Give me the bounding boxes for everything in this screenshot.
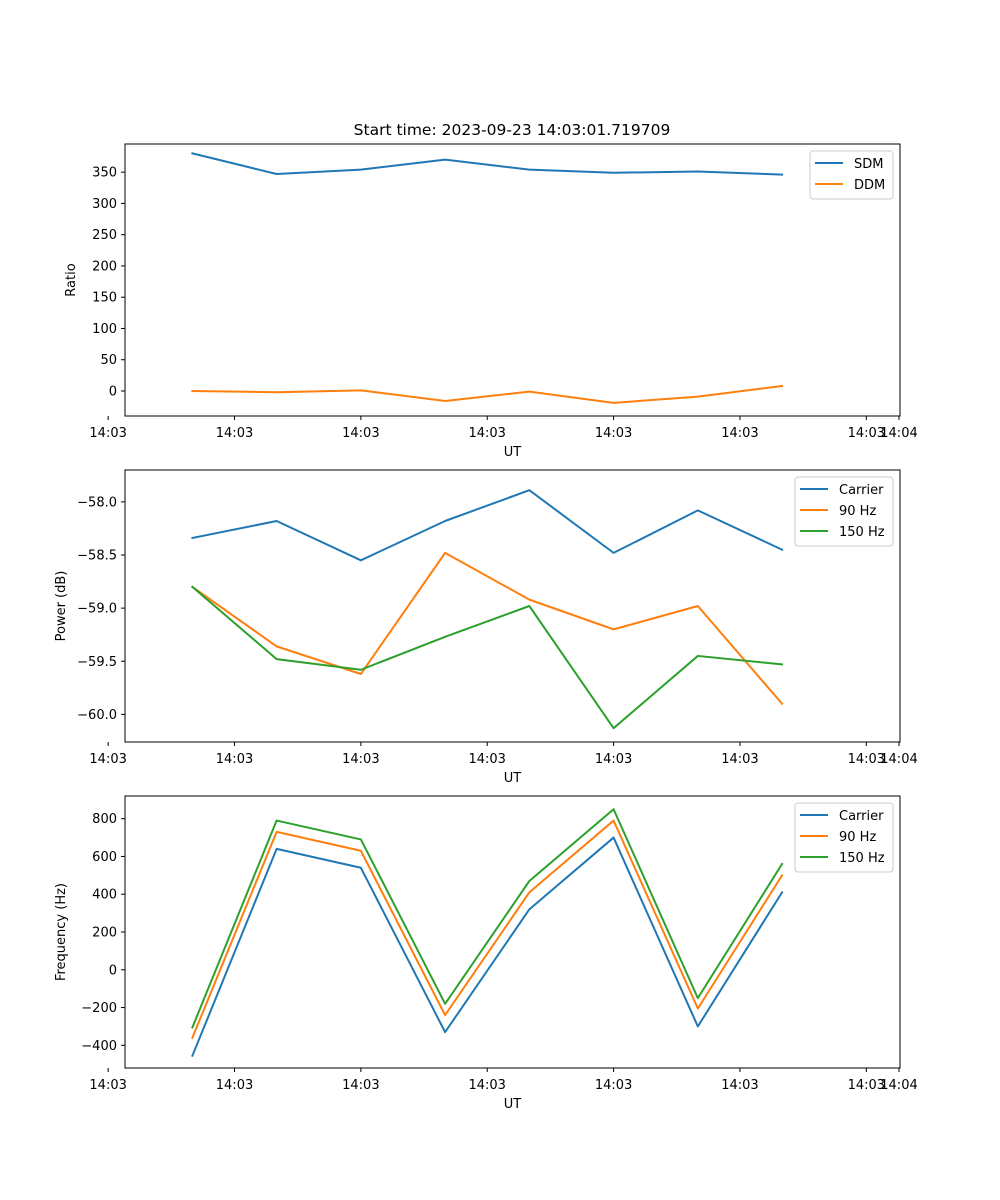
y-tick-label: −200 [81, 1001, 117, 1016]
series-line-150-hz [190, 585, 784, 730]
x-tick-label: 14:04 [880, 1078, 917, 1093]
x-tick-label: 14:03 [848, 1078, 885, 1093]
y-tick-label: 800 [92, 812, 117, 827]
x-tick-label: 14:03 [468, 426, 505, 441]
x-tick-label: 14:03 [89, 426, 126, 441]
y-axis-label: Frequency (Hz) [54, 883, 69, 981]
y-tick-label: 200 [92, 926, 117, 941]
legend: Carrier 90 Hz 150 Hz [794, 476, 894, 547]
legend: Carrier 90 Hz 150 Hz [794, 802, 894, 873]
subplot-3: 14:03 14:03 14:03 14:03 14:03 14:03 14:0314:04… [54, 795, 918, 1112]
series-line-sdm [191, 152, 784, 176]
x-tick-label: 14:03 [89, 752, 126, 767]
subplots: 14:03 14:03 14:03 14:03 14:03 14:03 14:0314:04… [54, 143, 918, 1112]
y-tick-label: 600 [92, 850, 117, 865]
legend: SDM DDM [809, 150, 894, 200]
x-tick-label: 14:03 [216, 426, 253, 441]
y-tick-label: 50 [100, 353, 117, 368]
x-tick-label: 14:03 [216, 1078, 253, 1093]
axes-frame [124, 469, 901, 743]
series-line-ddm [191, 384, 784, 404]
x-tick-label: 14:03 [342, 752, 379, 767]
legend-label: Carrier [839, 483, 884, 498]
x-tick-label: 14:03 [342, 426, 379, 441]
series-line-150-hz [191, 808, 784, 1029]
y-tick-label: 350 [92, 166, 117, 181]
y-tick-label: 0 [109, 963, 117, 978]
x-tick-label: 14:03 [342, 1078, 379, 1093]
y-tick-label: −58.0 [77, 495, 117, 510]
x-tick-label: 14:03 [721, 1078, 758, 1093]
axes-frame [124, 143, 901, 417]
x-tick-label: 14:03 [721, 426, 758, 441]
x-tick-label: 14:03 [848, 752, 885, 767]
x-axis-label: UT [504, 771, 522, 786]
legend-label: Carrier [839, 809, 884, 824]
y-tick-label: 300 [92, 197, 117, 212]
y-axis-label: Ratio [64, 263, 79, 296]
x-tick-label: 14:04 [880, 426, 917, 441]
legend-label: 150 Hz [839, 525, 885, 540]
y-tick-label: 150 [92, 291, 117, 306]
legend-label: 90 Hz [839, 504, 876, 519]
legend-label: SDM [854, 157, 883, 172]
x-tick-label: 14:03 [848, 426, 885, 441]
x-tick-label: 14:03 [468, 752, 505, 767]
x-axis-label: UT [504, 445, 522, 460]
x-tick-label: 14:03 [721, 752, 758, 767]
y-tick-label: −400 [81, 1039, 117, 1054]
legend-frame [794, 476, 894, 547]
y-tick-label: −60.0 [77, 708, 117, 723]
figure-title: Start time: 2023-09-23 14:03:01.719709 [354, 121, 671, 139]
x-axis-label: UT [504, 1097, 522, 1112]
x-tick-label: 14:04 [880, 752, 917, 767]
y-tick-label: 0 [109, 384, 117, 399]
y-axis-label: Power (dB) [54, 571, 69, 642]
x-tick-label: 14:03 [89, 1078, 126, 1093]
x-tick-label: 14:03 [468, 1078, 505, 1093]
legend-frame [794, 802, 894, 873]
x-tick-label: 14:03 [595, 1078, 632, 1093]
x-tick-label: 14:03 [595, 752, 632, 767]
legend-label: DDM [854, 178, 885, 193]
legend-label: 150 Hz [839, 851, 885, 866]
subplot-2: 14:03 14:03 14:03 14:03 14:03 14:03 14:0314:04… [54, 469, 918, 786]
legend-label: 90 Hz [839, 830, 876, 845]
series-line-carrier [191, 489, 784, 562]
y-tick-label: 200 [92, 259, 117, 274]
y-tick-label: −59.5 [77, 655, 117, 670]
series-line-90-hz [190, 551, 784, 706]
series-line-90-hz [191, 819, 784, 1040]
y-tick-label: −58.5 [77, 549, 117, 564]
subplot-1: 14:03 14:03 14:03 14:03 14:03 14:03 14:0314:04… [64, 143, 918, 460]
series-line-carrier [191, 836, 784, 1058]
x-tick-label: 14:03 [216, 752, 253, 767]
y-tick-label: 400 [92, 888, 117, 903]
x-tick-label: 14:03 [595, 426, 632, 441]
y-tick-label: −59.0 [77, 602, 117, 617]
y-tick-label: 100 [92, 322, 117, 337]
y-tick-label: 250 [92, 228, 117, 243]
